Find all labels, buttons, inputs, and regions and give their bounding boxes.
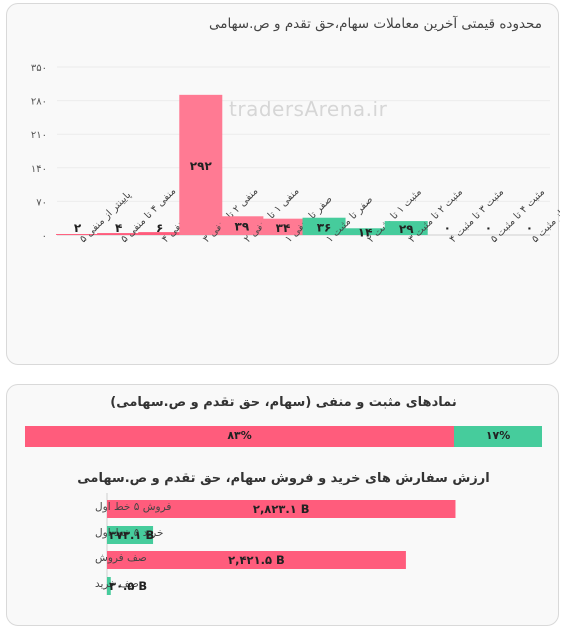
bar-value-label: ۲۹۲	[190, 159, 213, 173]
segment-percent-label: ۸۳%	[227, 429, 252, 442]
bar-value-label: ۲,۴۲۱.۵ B	[228, 553, 285, 567]
bar-value-label: ۳۹	[235, 220, 250, 234]
bar-value-label: ۳۰.۵ B	[109, 579, 147, 593]
price-range-card: محدوده قیمتی آخرین معاملات سهام،حق تقدم …	[6, 3, 560, 365]
bar-value-label: ۰	[485, 221, 492, 235]
bar-value-label: ۳۷۳.۱ B	[109, 528, 154, 542]
bar-value-label: ۲۹	[399, 222, 414, 236]
positive-segment: ۱۷%	[454, 426, 542, 447]
bar	[56, 234, 100, 235]
y-tick-label: ۳۵۰	[31, 63, 47, 74]
bar	[384, 221, 428, 235]
bar	[138, 232, 182, 235]
bar	[107, 551, 406, 569]
y-tick-label: ۲۸۰	[31, 97, 47, 108]
price-range-chart-title: محدوده قیمتی آخرین معاملات سهام،حق تقدم …	[208, 16, 542, 32]
y-category-label: خرید ۵ خط اول	[95, 527, 163, 539]
bar	[107, 526, 154, 544]
bar-value-label: ۶	[156, 221, 163, 235]
market-summary-card: نمادهای مثبت و منفی (سهام، حق تقدم و ص.س…	[6, 384, 559, 626]
orders-value-title: ارزش سفارش های خرید و فروش سهام، حق تقدم…	[77, 471, 490, 486]
y-tick-label: ۱۴۰	[31, 164, 47, 175]
y-category-label: فروش ۵ خط اول	[95, 501, 171, 513]
negative-segment: ۸۳%	[25, 426, 455, 447]
bar-value-label: ۴	[115, 221, 122, 235]
bar-value-label: ۰	[526, 221, 533, 235]
bar	[97, 233, 141, 235]
bar-value-label: ۲	[74, 221, 82, 235]
bar-value-label: ۳۴	[276, 221, 291, 235]
bar-value-label: ۲,۸۲۳.۱ B	[253, 502, 310, 516]
bar-value-label: ۳۶	[317, 220, 332, 234]
orders-value-bar-chart: فروش ۵ خط اول ۲,۸۲۳.۱ B خرید ۵ خط اول۳۷۳.۱…	[95, 493, 456, 595]
bar-value-label: ۰	[444, 221, 451, 235]
bar	[179, 94, 223, 235]
y-tick-label: ۷۰	[36, 197, 47, 208]
bar	[302, 217, 346, 235]
bar	[343, 228, 387, 235]
y-tick-label: ۲۱۰	[31, 130, 47, 141]
bar	[107, 577, 111, 595]
y-tick-label: ۰	[42, 231, 47, 242]
bar	[220, 216, 264, 235]
positive-negative-stacked-bar: ۸۳% ۱۷%	[25, 426, 542, 447]
bar	[107, 500, 456, 518]
segment-percent-label: ۱۷%	[485, 429, 511, 442]
bar-value-label: ۱۴	[358, 226, 373, 240]
y-category-label: صف خرید	[95, 578, 139, 590]
bar	[261, 218, 305, 235]
y-category-label: صف فروش	[95, 552, 147, 564]
positive-negative-title: نمادهای مثبت و منفی (سهام، حق تقدم و ص.س…	[110, 395, 457, 410]
